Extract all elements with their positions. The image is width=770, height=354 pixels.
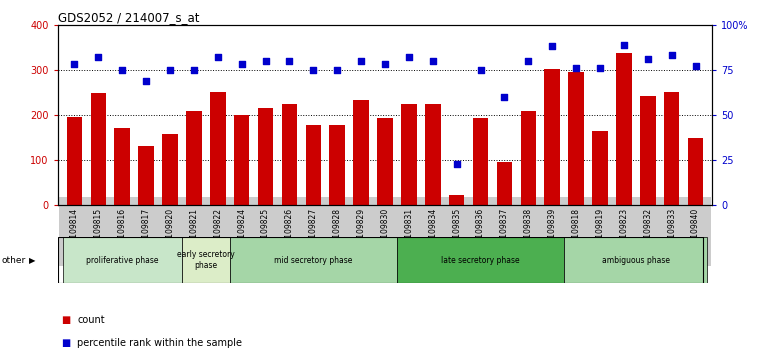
Point — [474, 67, 487, 73]
Bar — [449, 195, 464, 205]
Bar — [330, 125, 345, 205]
Point — [522, 58, 534, 64]
Point — [212, 55, 224, 60]
Point — [689, 63, 701, 69]
Point — [283, 58, 296, 64]
Text: percentile rank within the sample: percentile rank within the sample — [77, 338, 242, 348]
Text: other: other — [2, 256, 25, 265]
Bar — [592, 131, 608, 205]
Text: early secretory
phase: early secretory phase — [177, 251, 235, 270]
Bar — [377, 118, 393, 205]
Bar — [640, 96, 655, 205]
Bar — [568, 72, 584, 205]
Point — [331, 67, 343, 73]
Bar — [210, 92, 226, 205]
Point — [403, 55, 415, 60]
Bar — [353, 100, 369, 205]
Point — [641, 56, 654, 62]
Bar — [497, 162, 512, 205]
Bar — [616, 53, 631, 205]
Bar — [473, 118, 488, 205]
Bar — [162, 134, 178, 205]
Bar — [564, 237, 708, 283]
Bar — [521, 110, 536, 205]
Point — [498, 94, 511, 100]
Bar — [91, 93, 106, 205]
Text: GDS2052 / 214007_s_at: GDS2052 / 214007_s_at — [58, 11, 199, 24]
Point — [355, 58, 367, 64]
Bar — [182, 237, 229, 283]
Bar — [229, 237, 397, 283]
Bar — [544, 69, 560, 205]
Point — [69, 62, 81, 67]
Bar — [425, 104, 440, 205]
Bar — [664, 92, 679, 205]
Point — [307, 67, 320, 73]
Point — [665, 53, 678, 58]
Point — [618, 42, 630, 47]
Point — [116, 67, 129, 73]
Bar — [306, 125, 321, 205]
Bar — [62, 237, 182, 283]
Point — [259, 58, 272, 64]
Point — [594, 65, 606, 71]
Bar — [186, 110, 202, 205]
Point — [92, 55, 105, 60]
Point — [379, 62, 391, 67]
Text: proliferative phase: proliferative phase — [86, 256, 159, 265]
Point — [450, 161, 463, 167]
Bar — [258, 108, 273, 205]
Point — [140, 78, 152, 84]
Bar — [401, 104, 417, 205]
Bar — [115, 128, 130, 205]
Point — [546, 44, 558, 49]
Point — [188, 67, 200, 73]
Bar — [688, 138, 703, 205]
Text: ▶: ▶ — [29, 256, 35, 265]
Bar — [67, 117, 82, 205]
Text: late secretory phase: late secretory phase — [441, 256, 520, 265]
Bar — [139, 146, 154, 205]
Text: count: count — [77, 315, 105, 325]
Bar — [234, 115, 249, 205]
Text: ambiguous phase: ambiguous phase — [602, 256, 670, 265]
Bar — [397, 237, 564, 283]
Point — [570, 65, 582, 71]
Bar — [282, 104, 297, 205]
Point — [427, 58, 439, 64]
Text: ■: ■ — [62, 315, 71, 325]
Text: mid secretory phase: mid secretory phase — [274, 256, 353, 265]
Text: ■: ■ — [62, 338, 71, 348]
Point — [164, 67, 176, 73]
Point — [236, 62, 248, 67]
